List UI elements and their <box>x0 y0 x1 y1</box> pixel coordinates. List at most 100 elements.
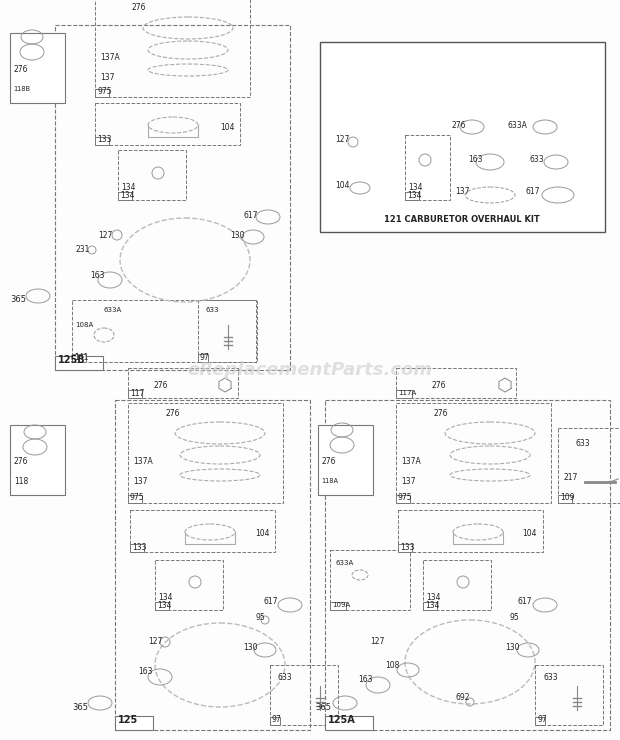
Text: 121 CARBURETOR OVERHAUL KIT: 121 CARBURETOR OVERHAUL KIT <box>384 215 540 224</box>
Text: 104: 104 <box>255 530 270 539</box>
Text: 108A: 108A <box>75 322 93 328</box>
Text: 133: 133 <box>132 542 146 551</box>
Text: 633A: 633A <box>508 121 528 130</box>
Text: 137: 137 <box>133 477 148 486</box>
Bar <box>118 150 186 200</box>
Text: 276: 276 <box>14 457 29 466</box>
Bar <box>320 42 605 232</box>
Text: 633: 633 <box>543 673 557 682</box>
Bar <box>405 192 418 200</box>
Text: 141: 141 <box>74 352 89 362</box>
Bar <box>270 716 280 725</box>
Text: 127: 127 <box>98 230 112 240</box>
Bar <box>72 354 86 362</box>
Text: 365: 365 <box>315 704 331 713</box>
Bar <box>128 368 238 398</box>
Text: 163: 163 <box>358 676 373 684</box>
Bar <box>10 33 65 103</box>
Text: 231: 231 <box>75 246 89 255</box>
Text: 118A: 118A <box>321 478 338 484</box>
Text: 276: 276 <box>13 66 27 75</box>
Text: 134: 134 <box>408 183 422 192</box>
Text: 117A: 117A <box>398 390 416 396</box>
Text: 137A: 137A <box>133 457 153 466</box>
Text: 134: 134 <box>426 593 440 602</box>
Text: 276: 276 <box>321 457 335 466</box>
Text: 109: 109 <box>560 494 575 502</box>
Text: 134: 134 <box>158 593 172 602</box>
Text: 633: 633 <box>206 307 219 313</box>
Text: 633A: 633A <box>104 307 122 313</box>
Text: 127: 127 <box>370 637 384 647</box>
Bar <box>95 103 240 145</box>
Text: 134: 134 <box>407 190 422 200</box>
Text: 975: 975 <box>97 87 112 96</box>
Text: 118B: 118B <box>13 86 30 92</box>
Bar <box>55 356 103 370</box>
Bar <box>398 543 412 552</box>
Bar <box>118 192 131 200</box>
Text: 137: 137 <box>455 187 469 197</box>
Bar <box>10 425 65 495</box>
Text: 137A: 137A <box>401 457 421 466</box>
Bar <box>198 354 208 362</box>
Text: 104: 104 <box>335 181 350 189</box>
Text: 134: 134 <box>120 190 135 200</box>
Text: 125B: 125B <box>58 355 86 365</box>
Bar <box>155 602 169 610</box>
Text: 163: 163 <box>468 155 482 164</box>
Text: 276: 276 <box>165 408 180 417</box>
Bar <box>95 136 108 145</box>
Text: 276: 276 <box>132 2 146 12</box>
Bar <box>396 390 412 398</box>
Bar <box>558 494 572 503</box>
Bar <box>155 560 223 610</box>
Bar <box>115 716 153 730</box>
Text: 137A: 137A <box>100 53 120 61</box>
Text: 633: 633 <box>278 673 293 682</box>
Text: 617: 617 <box>518 597 533 607</box>
Bar <box>405 135 450 200</box>
Text: 134: 134 <box>157 600 172 610</box>
Text: 633: 633 <box>575 439 590 448</box>
Bar <box>270 665 338 725</box>
Text: 137: 137 <box>401 477 415 486</box>
Bar <box>95 0 250 97</box>
Text: 108: 108 <box>385 661 399 670</box>
Text: 104: 104 <box>220 123 234 132</box>
Text: 633: 633 <box>530 155 544 164</box>
Bar <box>330 602 345 610</box>
Text: 617: 617 <box>263 597 278 607</box>
Text: 276: 276 <box>154 380 169 389</box>
Bar <box>72 300 257 362</box>
Bar <box>325 400 610 730</box>
Bar <box>330 550 410 610</box>
Text: 633A: 633A <box>336 560 354 566</box>
Text: 975: 975 <box>130 494 144 502</box>
Text: 133: 133 <box>400 542 415 551</box>
Bar <box>396 368 516 398</box>
Text: 137: 137 <box>100 73 115 81</box>
Bar <box>95 89 108 97</box>
Bar <box>130 510 275 552</box>
Text: 125A: 125A <box>328 715 356 725</box>
Text: 130: 130 <box>230 230 244 240</box>
Bar <box>558 428 620 503</box>
Bar <box>325 716 373 730</box>
Bar <box>398 510 543 552</box>
Text: 163: 163 <box>90 271 105 280</box>
Text: 365: 365 <box>72 704 88 713</box>
Text: 95: 95 <box>256 613 266 622</box>
Bar <box>318 425 373 495</box>
Text: 134: 134 <box>121 183 136 192</box>
Bar <box>535 716 546 725</box>
Text: 617: 617 <box>243 210 257 220</box>
Text: 118: 118 <box>14 477 29 485</box>
Text: 104: 104 <box>522 530 536 539</box>
Text: 217: 217 <box>563 474 577 482</box>
Text: eReplacementParts.com: eReplacementParts.com <box>187 361 433 379</box>
Text: 276: 276 <box>433 408 448 417</box>
Text: 692: 692 <box>455 693 469 702</box>
Bar <box>128 494 141 503</box>
Text: 130: 130 <box>505 642 520 651</box>
